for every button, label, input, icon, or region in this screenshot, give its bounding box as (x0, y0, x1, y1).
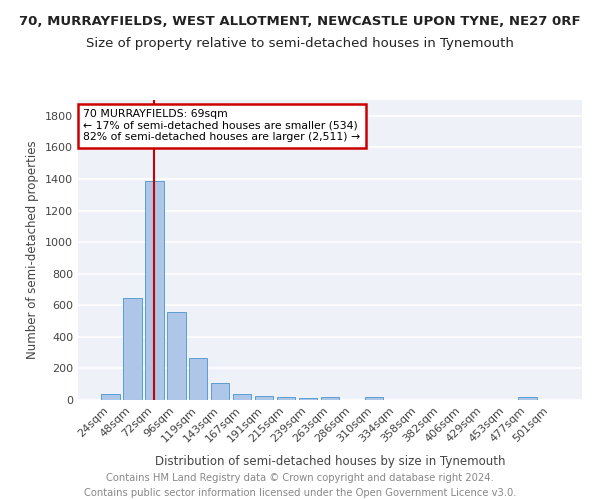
Bar (167, 312, 185, 400)
Text: Size of property relative to semi-detached houses in Tynemouth: Size of property relative to semi-detach… (86, 38, 514, 51)
X-axis label: Distribution of semi-detached houses by size in Tynemouth: Distribution of semi-detached houses by … (155, 455, 505, 468)
Bar (299, 398, 317, 400)
Bar (123, 298, 142, 400)
Y-axis label: Number of semi-detached properties: Number of semi-detached properties (26, 140, 40, 360)
Bar (211, 382, 229, 400)
Bar (255, 396, 274, 400)
Bar (233, 394, 251, 400)
Text: 70, MURRAYFIELDS, WEST ALLOTMENT, NEWCASTLE UPON TYNE, NE27 0RF: 70, MURRAYFIELDS, WEST ALLOTMENT, NEWCAS… (19, 15, 581, 28)
Bar (101, 394, 119, 400)
Bar (277, 397, 295, 400)
Bar (518, 397, 537, 400)
Bar (145, 182, 164, 400)
Bar (365, 397, 383, 400)
Text: Contains HM Land Registry data © Crown copyright and database right 2024.
Contai: Contains HM Land Registry data © Crown c… (84, 472, 516, 498)
Bar (189, 358, 208, 400)
Bar (320, 397, 340, 400)
Text: 70 MURRAYFIELDS: 69sqm
← 17% of semi-detached houses are smaller (534)
82% of se: 70 MURRAYFIELDS: 69sqm ← 17% of semi-det… (83, 109, 360, 142)
